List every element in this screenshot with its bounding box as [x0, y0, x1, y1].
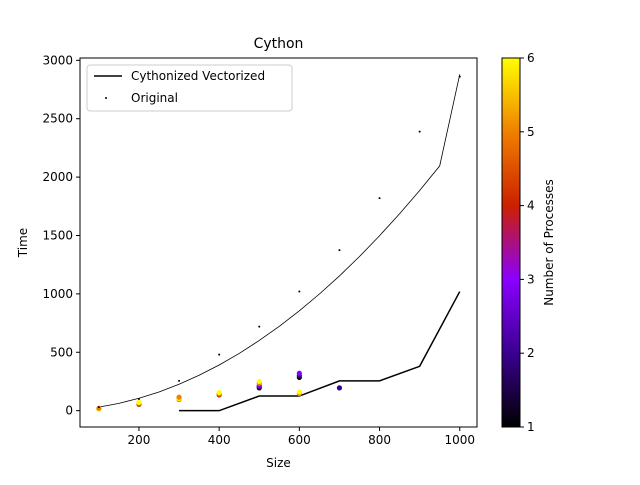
y-tick-label: 0 — [65, 404, 73, 418]
y-tick-label: 1500 — [42, 228, 73, 242]
legend-dot-marker — [105, 97, 107, 99]
process-point — [296, 389, 302, 395]
x-tick-label: 200 — [127, 433, 150, 447]
y-tick-label: 2000 — [42, 170, 73, 184]
vectorized-line — [179, 291, 461, 412]
plot-frame — [79, 57, 478, 428]
original-point — [298, 290, 301, 293]
colorbar-tick-label: 5 — [527, 125, 535, 139]
original-point — [458, 75, 461, 78]
colorbar-tick-label: 3 — [527, 272, 535, 286]
original-point — [137, 397, 140, 400]
colorbar-tick-label: 1 — [527, 420, 535, 434]
x-tick-label: 800 — [368, 433, 391, 447]
colorbar-tick-label: 4 — [527, 199, 535, 213]
legend-label-original: Original — [131, 91, 178, 105]
legend-label-vectorized: Cythonized Vectorized — [131, 69, 265, 83]
colorbar-tick-label: 6 — [527, 51, 535, 65]
colorbar-gradient — [501, 57, 521, 428]
y-axis-ticks: 0 500 1000 1500 2000 2500 3000 — [42, 53, 80, 418]
colorbar-ticks: 1 2 3 4 5 6 — [520, 51, 535, 434]
x-axis-ticks: 200 400 600 800 1000 — [127, 427, 475, 447]
original-point — [258, 325, 261, 328]
x-axis-label: Size — [266, 456, 291, 470]
y-tick-label: 500 — [50, 345, 73, 359]
legend: Cythonized Vectorized Original — [86, 64, 293, 112]
fit-curve — [98, 74, 461, 408]
colorbar-label: Number of Processes — [542, 179, 556, 306]
original-point — [338, 249, 341, 252]
x-tick-label: 400 — [208, 433, 231, 447]
x-tick-label: 600 — [288, 433, 311, 447]
colorbar: 1 2 3 4 5 6 Number of Processes — [501, 51, 556, 434]
colorbar-tick-label: 2 — [527, 346, 535, 360]
process-point — [96, 405, 102, 411]
y-axis-label: Time — [16, 228, 30, 258]
process-point — [136, 399, 142, 406]
original-point — [218, 353, 221, 356]
y-tick-label: 2500 — [42, 112, 73, 126]
x-tick-label: 1000 — [444, 433, 475, 447]
plot-content — [96, 74, 461, 412]
original-point — [378, 197, 381, 200]
chart-title: Cython — [254, 36, 304, 52]
process-point — [216, 389, 222, 396]
process-point — [176, 394, 182, 400]
original-point — [418, 130, 421, 133]
original-point — [178, 379, 181, 382]
process-point — [296, 370, 302, 376]
original-point — [97, 406, 100, 409]
y-tick-label: 3000 — [42, 53, 73, 67]
y-tick-label: 1000 — [42, 287, 73, 301]
legend-box — [86, 64, 293, 112]
process-point — [256, 378, 262, 385]
process-point — [336, 385, 343, 391]
